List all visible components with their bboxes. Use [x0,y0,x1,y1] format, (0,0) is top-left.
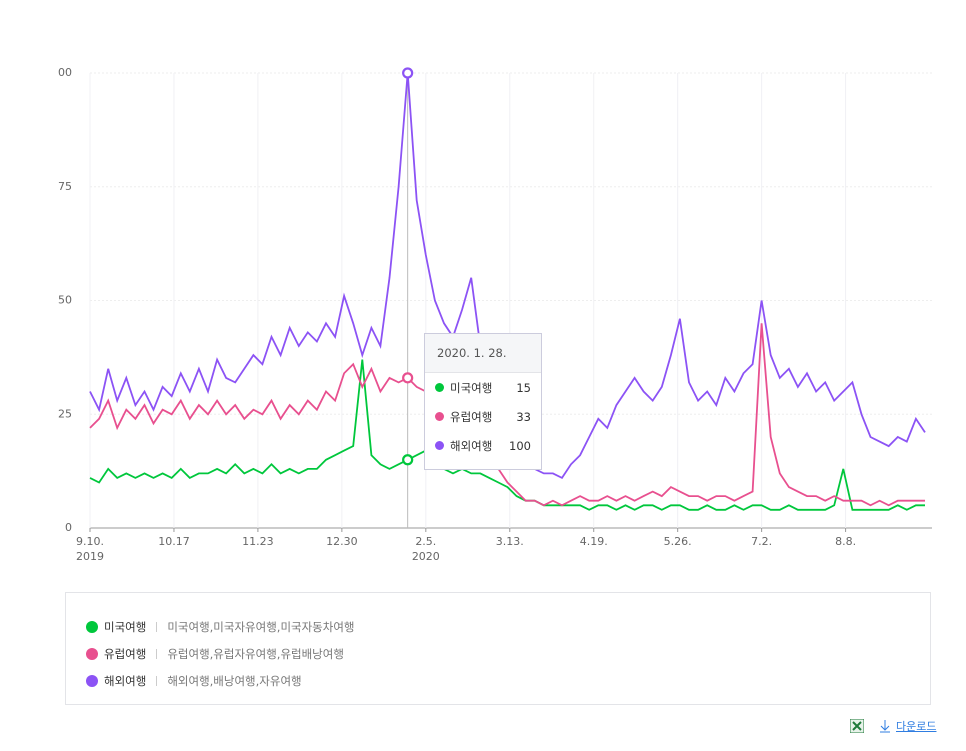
y-tick-label: 25 [58,407,72,420]
tooltip-value: 15 [516,380,531,395]
tooltip-name: 미국여행 [450,380,493,395]
download-label[interactable]: 다운로드 [896,720,937,733]
legend-item: 유럽여행 유럽여행,유럽자유여행,유럽배낭여행 [66,640,930,667]
x-tick-label: 5.26. [664,535,692,548]
legend-item: 해외여행 해외여행,배낭여행,자유여행 [66,667,930,694]
legend-name: 유럽여행 [104,646,147,661]
download-icon [880,720,890,733]
hover-point [402,372,414,384]
y-tick-label: 75 [58,180,72,193]
legend-name: 해외여행 [104,673,147,688]
legend-keywords: 미국여행,미국자유여행,미국자동차여행 [167,619,355,634]
hover-point [402,67,414,79]
tooltip-row: 유럽여행 33 [425,402,541,431]
series-line [89,359,925,511]
tooltip-dot [435,441,444,450]
legend-separator [156,648,158,659]
tooltip-date: 2020. 1. 28. [425,334,541,373]
tooltip-row: 해외여행 100 [425,431,541,460]
x-tick-label: 8.8. [835,535,856,548]
legend-dot [86,620,98,633]
x-tick-label: 10.17 [158,535,190,548]
excel-icon [850,719,864,733]
x-tick-label: 9.10. [76,535,104,548]
download[interactable]: 다운로드 [850,718,936,734]
x-tick-label: 2.5. [415,535,436,548]
legend-keywords: 유럽여행,유럽자유여행,유럽배낭여행 [167,646,344,661]
tooltip-row: 미국여행 15 [425,373,541,402]
y-tick-label: 50 [58,294,72,307]
series-line [89,323,925,507]
legend-item: 미국여행 미국여행,미국자유여행,미국자동차여행 [66,613,930,640]
tooltip-name: 해외여행 [450,438,493,453]
tooltip-value: 100 [509,438,531,453]
legend-separator [156,621,158,632]
legend-dot [86,647,98,660]
legend-separator [156,675,158,686]
chart: 0 25 50 75 00 9.10. 10.17 11.23 12.30 2.5. 3.13. 4.… [58,66,932,563]
tooltip: 2020. 1. 28. 미국여행 15 유럽여행 33 해외여행 100 [424,333,542,470]
tooltip-dot [435,412,444,421]
y-tick-label: 00 [58,66,72,79]
year-label: 2019 [76,550,104,563]
year-label: 2020 [412,550,440,563]
tooltip-value: 33 [516,409,531,424]
x-tick-label: 7.2. [751,535,772,548]
x-tick-label: 12.30 [326,535,358,548]
y-tick-label: 0 [65,521,72,534]
x-tick-label: 4.19. [580,535,608,548]
legend-name: 미국여행 [104,619,147,634]
x-tick-label: 11.23 [242,535,274,548]
tooltip-name: 유럽여행 [450,409,493,424]
x-tick-label: 3.13. [496,535,524,548]
legend-dot [86,674,98,687]
legend-keywords: 해외여행,배낭여행,자유여행 [167,673,302,688]
tooltip-dot [435,383,444,392]
hover-point [402,454,414,466]
